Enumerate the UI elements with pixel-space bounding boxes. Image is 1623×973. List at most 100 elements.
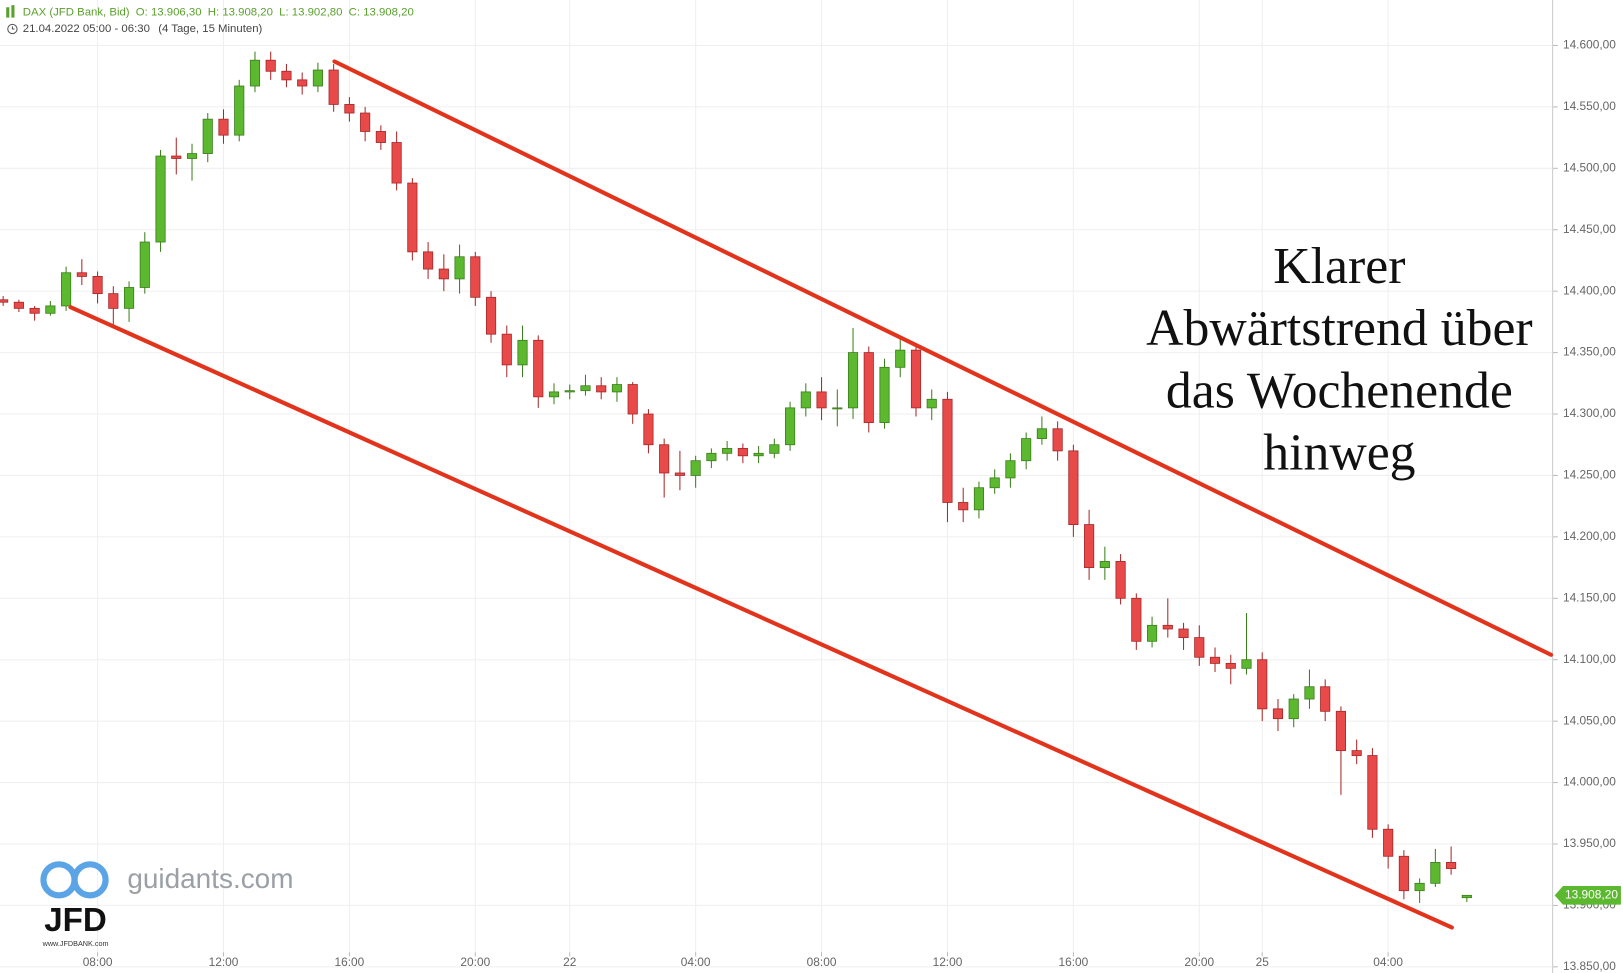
candle-body: [234, 85, 245, 136]
ohlc-close: C: 13.908,20: [349, 6, 414, 18]
annotation-line: hinweg: [1263, 424, 1415, 481]
candle-body: [29, 307, 40, 314]
candle-body: [186, 153, 198, 159]
candle-body: [281, 70, 292, 81]
candle-body: [297, 79, 308, 87]
candle-body: [1131, 597, 1142, 642]
x-tick-label: 04:00: [681, 955, 711, 969]
candle-body: [627, 384, 638, 415]
candle-body: [942, 398, 953, 503]
title: DAX (JFD Bank, Bid) O: 13.906,30 H: 13.908…: [23, 6, 414, 18]
candle-body: [1178, 628, 1189, 639]
candle-body: [218, 118, 229, 136]
x-tick-label: 08:00: [83, 955, 113, 969]
candle-body: [0, 299, 9, 303]
candle-body: [722, 448, 733, 454]
icon: [11, 5, 15, 18]
axes: 13.850,0013.900,0013.950,0014.000,0014.0…: [83, 38, 1621, 973]
candle-body: [1398, 855, 1409, 892]
candle-body: [1162, 624, 1173, 630]
annotation-line: Abwärtstrend über: [1146, 300, 1533, 357]
x-tick-label: 08:00: [807, 955, 837, 969]
icon: [6, 7, 10, 18]
x-tick-label: 04:00: [1373, 955, 1403, 969]
candle-body: [926, 398, 937, 409]
candle-body: [470, 256, 481, 298]
candle-body: [108, 293, 119, 309]
candle-body: [1036, 428, 1047, 440]
candle-body: [1115, 561, 1126, 599]
candle-body: [312, 69, 323, 87]
candle-body: [564, 390, 575, 393]
candle-body: [1021, 438, 1032, 462]
x-tick-label: 25: [1256, 955, 1270, 969]
y-tick-label: 13.950,00: [1563, 836, 1616, 850]
watermark-brand: JFD: [44, 902, 107, 939]
x-tick-label: 20:00: [1184, 955, 1214, 969]
trendlines: [68, 59, 1554, 930]
header: DAX (JFD Bank, Bid) O: 13.906,30 H: 13.908…: [6, 5, 414, 35]
candle-body: [611, 384, 623, 393]
candle-body: [1146, 624, 1158, 642]
candle-body: [1414, 882, 1425, 892]
candle-body: [485, 296, 497, 335]
candle-body: [1209, 656, 1221, 664]
y-tick-label: 14.350,00: [1563, 345, 1616, 359]
logo-ring: [71, 861, 109, 899]
title-text: DAX (JFD Bank, Bid): [23, 6, 130, 18]
candle-body: [344, 104, 355, 114]
candle-body: [438, 268, 449, 280]
y-tick-label: 14.600,00: [1563, 38, 1616, 52]
x-tick-label: 16:00: [335, 955, 365, 969]
candle-body: [45, 305, 56, 314]
y-tick-label: 14.100,00: [1563, 652, 1616, 666]
clock-icon: [11, 26, 15, 30]
candle-body: [659, 444, 670, 474]
annotation-line: Klarer: [1273, 238, 1405, 295]
candle-body: [548, 391, 560, 398]
candle-body: [517, 339, 528, 366]
candle-body: [328, 69, 339, 105]
candle-body: [910, 349, 922, 409]
candle-body: [832, 407, 843, 410]
candle-body: [249, 59, 261, 87]
candle-body: [1272, 708, 1284, 720]
candle-body: [769, 444, 780, 454]
clock-icon: [7, 23, 18, 35]
candle-body: [92, 276, 103, 295]
candle-body: [800, 391, 811, 409]
y-tick-label: 13.850,00: [1563, 959, 1616, 973]
last-price-tag: [1554, 886, 1621, 905]
watermark-url: www.JFDBANK.com: [42, 939, 109, 948]
candle-body: [580, 385, 591, 392]
candle-body: [1005, 460, 1016, 479]
candle-body: [1288, 698, 1299, 720]
candle-body: [1335, 710, 1347, 752]
candle-body: [13, 301, 24, 309]
candle-body: [643, 413, 654, 446]
candle-body: [1052, 428, 1063, 452]
subtitle-text: 21.04.2022 05:00 - 06:30: [23, 23, 150, 35]
candle-body: [76, 272, 87, 277]
trendline: [332, 59, 1554, 657]
y-tick-label: 14.150,00: [1563, 590, 1616, 604]
candle-body: [202, 118, 213, 154]
ohlc-low: L: 13.902,80: [279, 6, 342, 18]
candle-body: [690, 460, 701, 476]
candle-body: [171, 155, 182, 159]
candle-body: [989, 477, 1000, 489]
candle-body: [407, 182, 418, 253]
candle-body: [1430, 862, 1441, 884]
candle-body: [1068, 450, 1079, 525]
logo-ring: [40, 861, 78, 899]
candle-body: [1241, 659, 1252, 669]
candle-body: [863, 352, 874, 424]
ohlc-open: O: 13.906,30: [136, 6, 202, 18]
y-tick-label: 14.300,00: [1563, 406, 1616, 420]
candle-body: [1225, 662, 1236, 669]
candle-body: [1084, 524, 1095, 568]
candle-body: [1446, 862, 1457, 869]
subtitle-period: (4 Tage, 15 Minuten): [158, 23, 262, 35]
